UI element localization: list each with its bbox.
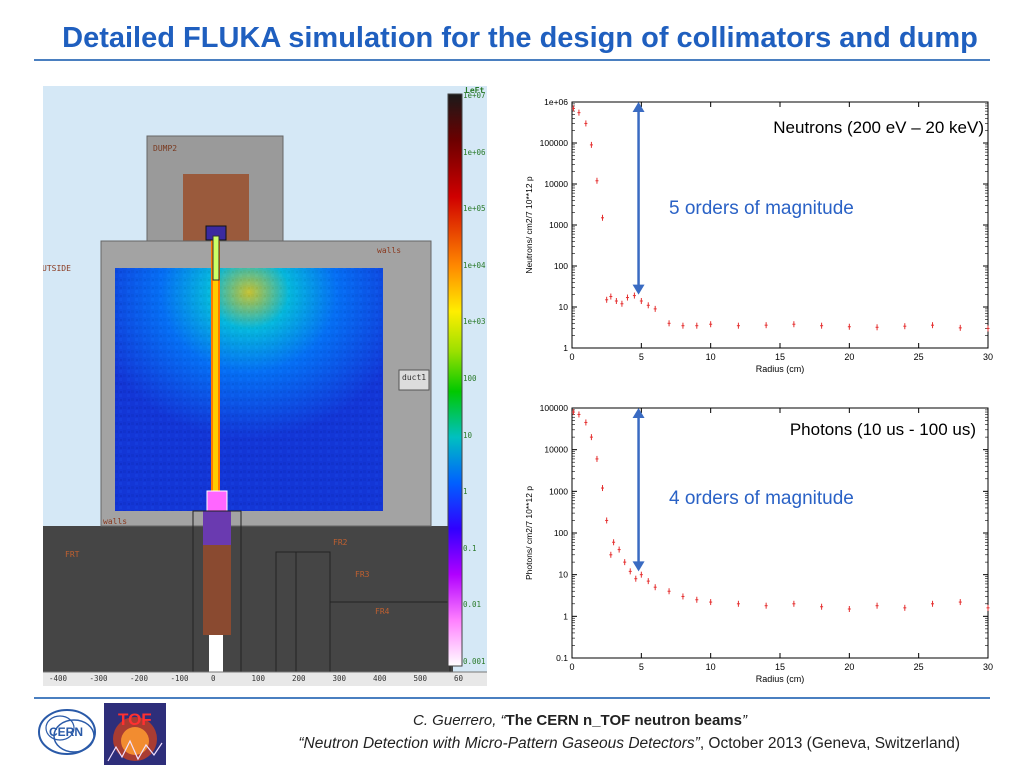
y-tick-label: 10000 <box>544 179 568 189</box>
x-tick-label: 0 <box>569 662 574 672</box>
region-label-fr1: FRT <box>65 550 80 559</box>
sim-x-tick-label: 0 <box>211 674 216 683</box>
sim-x-tick-label: 100 <box>251 674 266 683</box>
x-tick-label: 10 <box>706 352 716 362</box>
region-label-fr3: FR3 <box>355 570 370 579</box>
y-axis-label: Neutrons/ cm2/7 10**12 p <box>524 176 534 274</box>
colorbar-header: LeFt <box>465 86 485 95</box>
x-tick-label: 10 <box>706 662 716 672</box>
slide-title: Detailed FLUKA simulation for the design… <box>62 22 978 54</box>
region-label-outside: UTSIDE <box>43 264 71 273</box>
y-tick-label: 1e+06 <box>544 97 568 107</box>
plot-frame <box>571 101 989 349</box>
y-tick-label: 100 <box>554 261 568 271</box>
fluka-simulation-map: DUMP2 walls UTSIDE duct1 walls FRT FR2 F… <box>43 86 487 686</box>
sim-x-tick-label: 60 <box>454 674 464 683</box>
colorbar-tick-label: 1e+04 <box>463 260 486 270</box>
footer-rule <box>34 697 990 699</box>
cern-logo: CERN <box>36 706 98 758</box>
colorbar-tick-label: 1 <box>463 487 468 497</box>
y-tick-label: 0.1 <box>556 653 568 663</box>
y-axis-label: Photons/ cm2/7 10**12 p <box>524 486 534 580</box>
region-label-fr4: FR4 <box>375 607 390 616</box>
colorbar-tick-label: 1e+06 <box>463 147 486 157</box>
sim-x-tick-label: -200 <box>130 674 149 683</box>
x-tick-label: 30 <box>983 352 993 362</box>
neutron-plot-canvas: 1e+06 100000 10000 1000 100 10 10 5 10 15 20 25 30 Ra… <box>524 97 993 374</box>
svg-text:CERN: CERN <box>49 725 83 739</box>
sim-x-tick-label: 500 <box>413 674 428 683</box>
footer-talk: “Neutron Detection with Micro-Pattern Ga… <box>298 735 960 752</box>
region-label-dump: DUMP2 <box>153 144 178 153</box>
x-tick-label: 30 <box>983 662 993 672</box>
y-tick-label: 1 <box>563 611 568 621</box>
x-tick-label: 5 <box>639 662 644 672</box>
x-tick-label: 20 <box>844 662 854 672</box>
neutron-legend: Neutrons (200 eV – 20 keV) <box>773 118 984 137</box>
sim-x-tick-label: 400 <box>373 674 387 683</box>
colorbar-tick-label: 1e+07 <box>463 91 486 100</box>
colorbar-tick-label: 0.001 <box>463 657 486 666</box>
x-tick-label: 25 <box>914 662 924 672</box>
ntof-logo-icon: TOF <box>104 703 166 765</box>
y-tick-label: 1 <box>563 343 568 353</box>
sim-x-tick-label: -100 <box>170 674 189 683</box>
x-tick-label: 5 <box>639 352 644 362</box>
region-label-walls-top: walls <box>377 246 402 255</box>
colorbar-tick-label: 0.1 <box>463 543 477 553</box>
colorbar-tick-label: 0.01 <box>463 600 482 610</box>
colorbar-tick-label: 10 <box>463 430 473 440</box>
x-tick-label: 20 <box>844 352 854 362</box>
title-rule <box>34 59 990 61</box>
cern-logo-icon: CERN <box>38 709 96 755</box>
sim-x-tick-label: -400 <box>49 674 68 683</box>
colorbar-tick-label: 1e+05 <box>463 204 486 214</box>
x-tick-label: 15 <box>775 662 785 672</box>
y-tick-label: 100000 <box>540 138 569 148</box>
y-tick-label: 10 <box>559 302 569 312</box>
footer-author: C. Guerrero, “The CERN n_TOF neutron bea… <box>413 712 747 729</box>
magnitude-arrow-head-top <box>632 102 645 112</box>
x-tick-label: 15 <box>775 352 785 362</box>
x-tick-label: 0 <box>569 352 574 362</box>
y-tick-label: 1000 <box>549 220 568 230</box>
neutron-flux-plot: 1e+06 100000 10000 1000 100 10 1 0 5 10 15 20 25 30 Ra… <box>516 92 993 384</box>
colorbar-tick-label: 1e+03 <box>463 317 486 327</box>
photon-annotation: 4 orders of magnitude <box>669 488 854 509</box>
region-label-fr2: FR2 <box>333 538 348 547</box>
y-tick-label: 100000 <box>540 403 569 413</box>
y-tick-label: 10000 <box>544 445 568 455</box>
y-tick-label: 100 <box>554 528 568 538</box>
photon-plot-canvas: 100000 10000 1000 100 10 1 0.10 5 10 15 20 25 30 Radi… <box>524 403 993 684</box>
x-axis-label: Radius (cm) <box>756 364 805 374</box>
neutron-annotation: 5 orders of magnitude <box>669 198 854 219</box>
ntof-logo: TOF <box>104 703 166 765</box>
y-tick-label: 1000 <box>549 486 568 496</box>
fluka-geometry <box>43 93 487 686</box>
photon-legend: Photons (10 us - 100 us) <box>789 420 976 439</box>
x-axis-label: Radius (cm) <box>756 674 805 684</box>
magnitude-arrow-head-bottom <box>632 561 645 572</box>
svg-text:TOF: TOF <box>118 710 152 729</box>
magnitude-arrow-head-bottom <box>632 284 645 295</box>
sim-x-tick-label: -300 <box>89 674 108 683</box>
region-label-duct: duct1 <box>402 373 427 382</box>
sim-x-tick-label: 300 <box>332 674 347 683</box>
sim-x-tick-label: 200 <box>292 674 306 683</box>
region-label-walls-bottom: walls <box>103 517 128 526</box>
plot-frame <box>571 407 989 659</box>
x-tick-label: 25 <box>914 352 924 362</box>
colorbar-tick-label: 100 <box>463 374 477 383</box>
magnitude-arrow-head-top <box>632 408 645 418</box>
y-tick-label: 10 <box>559 570 569 580</box>
photon-flux-plot: 100000 10000 1000 100 10 1 0.1 0 5 10 15 20 25 30 Radi… <box>516 398 993 694</box>
